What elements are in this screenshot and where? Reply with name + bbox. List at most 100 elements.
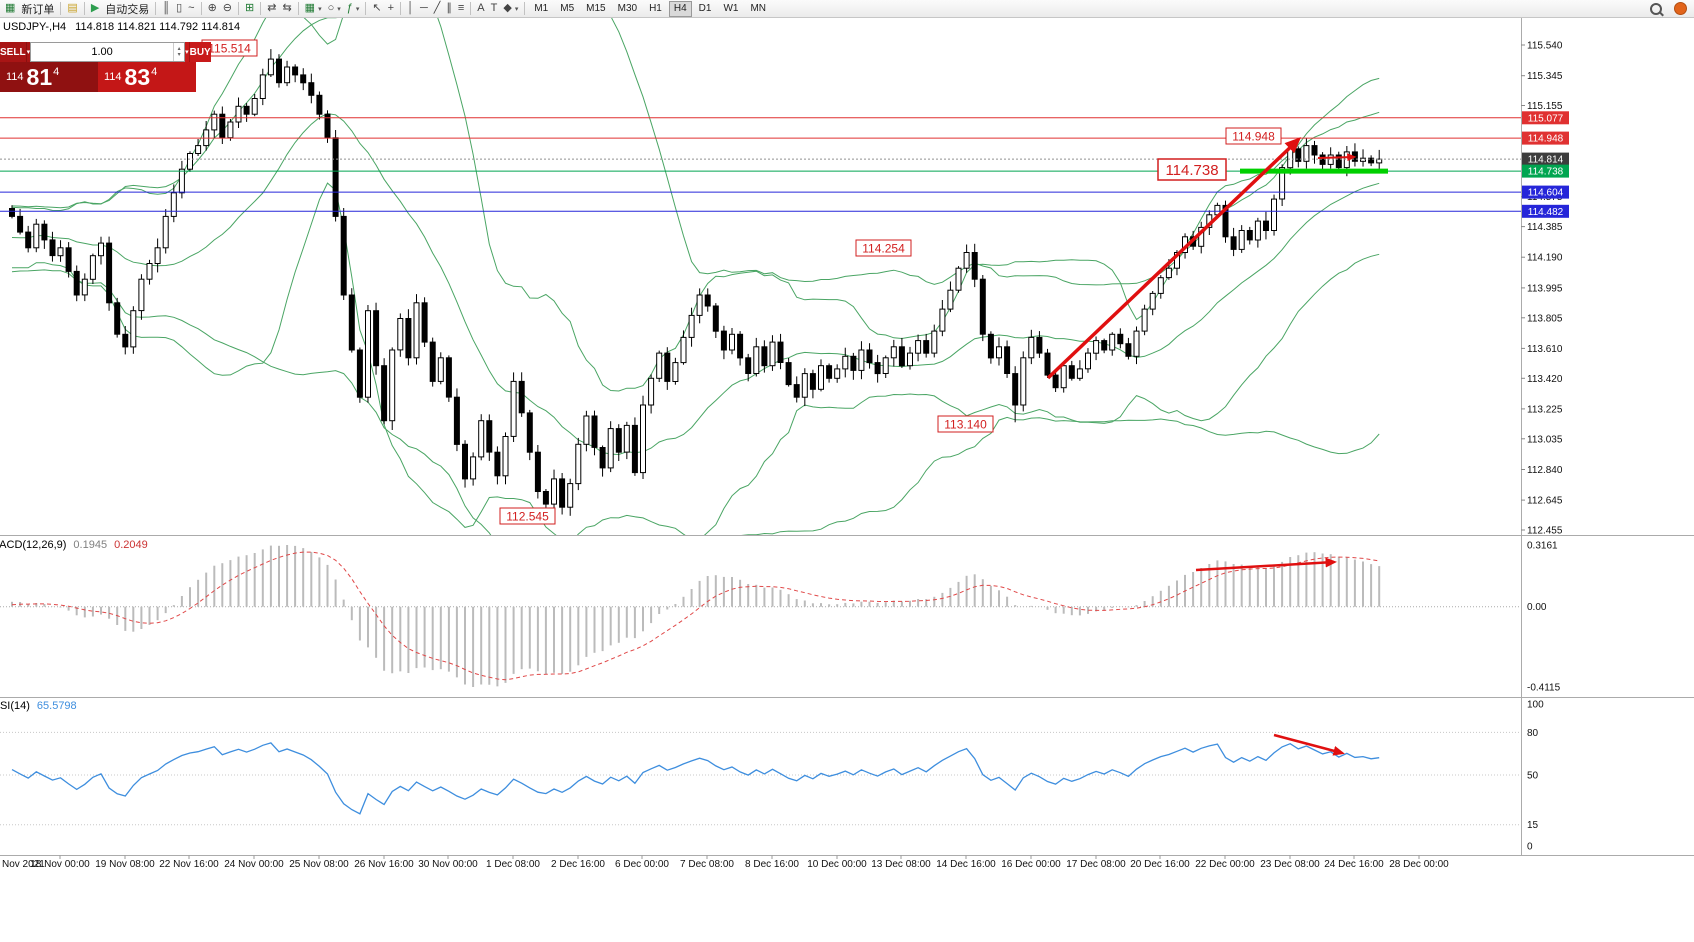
timeframe-d1-button[interactable]: D1 <box>698 3 712 14</box>
equidistant-channel-icon: ∥ <box>446 2 452 14</box>
zoom-in-icon: ⊕ <box>207 2 217 14</box>
sell-price[interactable]: 114 81 4 <box>0 62 98 92</box>
new-chart-icon[interactable]: ▦ ▾ <box>302 1 325 17</box>
toolbar-right <box>1647 0 1690 17</box>
buy-button[interactable]: BUY <box>189 42 211 62</box>
buy-dropdown-icon[interactable]: ▾ <box>185 42 190 62</box>
auto-scroll-icon[interactable]: ⇄ <box>264 1 279 17</box>
rsi-trend-arrow[interactable] <box>1273 733 1345 756</box>
annotation-114.948: 114.948 <box>1225 127 1282 145</box>
volume-stepper[interactable]: ▴ ▾ <box>173 43 184 61</box>
macd-signal-line <box>11 551 1380 681</box>
sell-price-pips: 81 <box>26 63 53 90</box>
annotation-114.738: 114.738 <box>1157 158 1227 181</box>
sell-button[interactable]: SELL <box>0 42 26 62</box>
timeframe-m15-button[interactable]: M15 <box>586 3 606 14</box>
rsi-axis-label: 50 <box>1527 771 1539 782</box>
candlestick-chart-icon: ▯ <box>176 2 183 14</box>
annotation-114.254: 114.254 <box>855 239 912 257</box>
bar-chart-icon[interactable]: ║ <box>159 1 173 17</box>
indicators-icon: ƒ <box>346 2 353 14</box>
toolbar-divider <box>470 2 472 15</box>
price-axis-label: 113.805 <box>1527 313 1563 324</box>
price-tag-114.738: 114.738 <box>1522 164 1569 178</box>
chart-shift-icon: ⇆ <box>282 2 292 14</box>
rsi-line <box>11 742 1380 815</box>
tile-windows-icon[interactable]: ⊞ <box>242 1 257 17</box>
timeframe-w1-button[interactable]: W1 <box>723 3 739 14</box>
line-chart-icon[interactable]: ~ <box>185 1 197 17</box>
chevron-down-icon: ▾ <box>514 5 519 13</box>
price-axis-label: 114.190 <box>1527 253 1563 264</box>
time-axis-label: 16 Dec 00:00 <box>1001 859 1061 870</box>
timeframe-mn-button[interactable]: MN <box>750 3 767 14</box>
crosshair-icon[interactable]: + <box>385 1 397 17</box>
sell-price-prefix: 114 <box>6 71 24 83</box>
timeframe-h4-button[interactable]: H4 <box>668 0 692 17</box>
time-axis-label: 1 Dec 08:00 <box>486 859 540 870</box>
macd-panel <box>0 545 1521 687</box>
rsi-axis-label: 15 <box>1527 820 1539 831</box>
bar-chart-icon: ║ <box>162 2 171 14</box>
timeframe-h1-button[interactable]: H1 <box>649 3 662 14</box>
toolbar-divider <box>238 2 240 15</box>
equidistant-channel-icon[interactable]: ∥ <box>443 1 455 17</box>
zoom-out-icon: ⊖ <box>222 2 233 14</box>
vertical-line-icon[interactable]: │ <box>404 1 417 17</box>
toolbar-divider <box>400 2 402 15</box>
crosshair-icon: + <box>387 2 395 14</box>
fibonacci-icon[interactable]: ≡ <box>455 1 467 17</box>
sell-dropdown-icon[interactable]: ▾ <box>25 42 31 62</box>
chevron-down-icon: ▾ <box>318 5 322 13</box>
annotation-113.140: 113.140 <box>937 415 994 433</box>
price-axis-label: 113.035 <box>1527 434 1563 445</box>
autotrading-icon[interactable]: ▶ <box>88 1 102 17</box>
timeframe-m5-button[interactable]: M5 <box>560 3 575 14</box>
annotation-label: 112.545 <box>506 509 549 523</box>
profiles-icon[interactable]: ○ ▾ <box>325 1 344 17</box>
buy-price[interactable]: 114 83 4 <box>98 62 196 92</box>
trendline-icon[interactable]: ╱ <box>431 1 444 17</box>
fibonacci-icon: ≡ <box>457 2 465 14</box>
text-tool-icon[interactable]: T <box>488 1 501 17</box>
timeframe-m30-button[interactable]: M30 <box>617 3 638 14</box>
price-continuation-arrow[interactable] <box>1317 153 1357 162</box>
text-label-icon[interactable]: A <box>474 1 487 17</box>
macd-trend-arrow[interactable] <box>1195 557 1337 572</box>
macd-axis-label: 0.3161 <box>1527 541 1558 552</box>
new-chart-icon: ▦ <box>304 2 316 14</box>
horizontal-line-icon[interactable]: ─ <box>417 1 431 17</box>
community-icon[interactable] <box>1671 1 1690 17</box>
volume-input[interactable] <box>31 43 174 61</box>
price-axis-label: 114.385 <box>1527 222 1563 233</box>
time-axis-label: 13 Dec 08:00 <box>871 859 931 870</box>
new-order-icon[interactable]: ▦ <box>2 1 18 17</box>
charts-icon[interactable]: ▤ <box>64 1 80 17</box>
indicators-icon[interactable]: ƒ ▾ <box>344 1 363 17</box>
toolbar-divider <box>200 2 202 15</box>
zoom-in-icon[interactable]: ⊕ <box>205 1 220 17</box>
time-axis-label: 24 Dec 16:00 <box>1324 859 1384 870</box>
price-tag-label: 114.482 <box>1528 207 1564 218</box>
chart-shift-icon[interactable]: ⇆ <box>279 1 294 17</box>
new-order-button[interactable]: 新订单 <box>18 1 57 17</box>
search-icon[interactable] <box>1647 1 1665 17</box>
tile-windows-icon: ⊞ <box>245 2 255 14</box>
one-click-trading-panel: SELL ▾ ▴▾ ▾ BUY 114 81 4 114 83 4 <box>0 42 211 92</box>
candlestick-chart-icon[interactable]: ▯ <box>173 1 185 17</box>
shapes-icon[interactable]: ◆ ▾ <box>500 1 521 17</box>
trend-up-arrow[interactable] <box>1046 137 1302 380</box>
time-axis-label: 20 Dec 16:00 <box>1130 859 1190 870</box>
symbol-period: USDJPY-,H4 <box>3 21 67 33</box>
cursor-icon[interactable]: ↖ <box>369 1 384 17</box>
zoom-out-icon[interactable]: ⊖ <box>220 1 235 17</box>
stepper-up-icon[interactable]: ▴ <box>177 46 181 52</box>
text-label-icon: A <box>477 2 485 14</box>
buy-price-prefix: 114 <box>104 71 122 83</box>
autotrading-button[interactable]: 自动交易 <box>102 1 152 17</box>
timeframe-m1-button[interactable]: M1 <box>534 3 549 14</box>
annotation-label: 114.948 <box>1232 129 1275 143</box>
stepper-down-icon[interactable]: ▾ <box>177 52 181 58</box>
